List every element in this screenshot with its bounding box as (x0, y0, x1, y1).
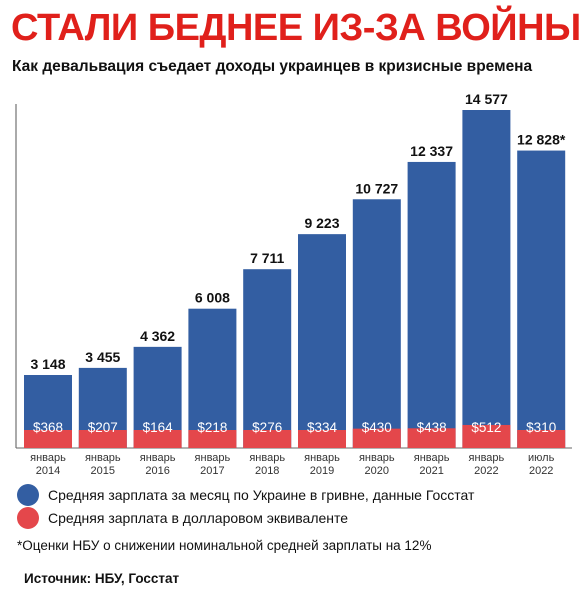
data-label-uah: 7 711 (250, 250, 284, 266)
bar-usd (78, 430, 127, 448)
bar-uah (298, 234, 346, 448)
x-tick-label: январь (304, 452, 340, 464)
data-label-uah: 9 223 (304, 215, 339, 231)
bar-usd (243, 430, 292, 448)
x-tick-label: 2014 (36, 465, 60, 477)
legend-label-uah: Средняя зарплата за месяц по Украине в г… (48, 487, 475, 503)
bar-usd (462, 424, 511, 448)
data-label-uah: 12 337 (410, 143, 453, 159)
data-label-uah: 14 577 (465, 91, 508, 107)
data-label-uah: 3 455 (85, 349, 120, 365)
bar-uah (188, 308, 237, 448)
x-tick-label: 2018 (255, 465, 279, 477)
x-tick-label: 2021 (419, 465, 443, 477)
data-label-usd: $276 (252, 420, 282, 435)
source-line: Источник: НБУ, Госстат (24, 571, 180, 586)
legend-label-usd: Средняя зарплата в долларовом эквивалент… (48, 510, 349, 526)
bar-uah (407, 161, 456, 448)
x-tick-label: 2015 (91, 465, 115, 477)
data-label-usd: $218 (197, 420, 227, 435)
data-label-usd: $368 (33, 420, 63, 435)
data-label-usd: $512 (471, 420, 501, 435)
data-label-uah: 10 727 (355, 180, 398, 196)
legend-swatch-usd (17, 507, 39, 529)
x-tick-label: январь (249, 452, 285, 464)
bar-usd (24, 430, 72, 448)
bar-usd (407, 428, 456, 448)
x-tick-label: январь (414, 452, 450, 464)
x-tick-label: январь (359, 452, 395, 464)
data-label-uah: 4 362 (140, 328, 175, 344)
data-label-uah: 12 828* (517, 132, 566, 148)
data-label-usd: $310 (526, 420, 556, 435)
bar-uah (462, 110, 511, 448)
data-label-usd: $438 (417, 420, 447, 435)
x-tick-label: 2019 (310, 465, 334, 477)
x-tick-label: январь (140, 452, 176, 464)
data-label-usd: $164 (143, 420, 174, 435)
x-tick-label: январь (195, 452, 231, 464)
chart-subtitle: Как девальвация съедает доходы украинцев… (12, 58, 533, 75)
bar-uah (352, 199, 401, 448)
data-label-uah: 3 148 (30, 356, 65, 372)
footnote: *Оценки НБУ о снижении номинальной средн… (17, 538, 432, 553)
x-tick-label: 2022 (474, 465, 498, 477)
legend-swatch-uah (17, 484, 39, 506)
legend-item-uah: Средняя зарплата за месяц по Украине в г… (17, 484, 474, 506)
bar-usd (517, 430, 566, 448)
x-tick-label: июль (528, 452, 555, 464)
chart-title: СТАЛИ БЕДНЕЕ ИЗ-ЗА ВОЙНЫ (11, 7, 581, 49)
bar-uah (243, 269, 292, 448)
bar-usd (133, 430, 182, 448)
x-tick-label: 2022 (529, 465, 553, 477)
x-tick-label: январь (469, 452, 505, 464)
data-label-usd: $207 (88, 420, 118, 435)
data-label-usd: $430 (362, 420, 392, 435)
data-label-uah: 6 008 (195, 290, 230, 306)
data-label-usd: $334 (307, 420, 338, 435)
x-tick-label: январь (30, 452, 66, 464)
legend-item-usd: Средняя зарплата в долларовом эквивалент… (17, 507, 348, 529)
bar-usd (188, 430, 237, 448)
x-tick-label: 2017 (200, 465, 224, 477)
x-tick-label: январь (85, 452, 121, 464)
bar-uah (517, 150, 566, 448)
x-tick-label: 2020 (365, 465, 389, 477)
x-tick-label: 2016 (145, 465, 169, 477)
bar-usd (352, 428, 401, 448)
bar-usd (298, 430, 346, 448)
